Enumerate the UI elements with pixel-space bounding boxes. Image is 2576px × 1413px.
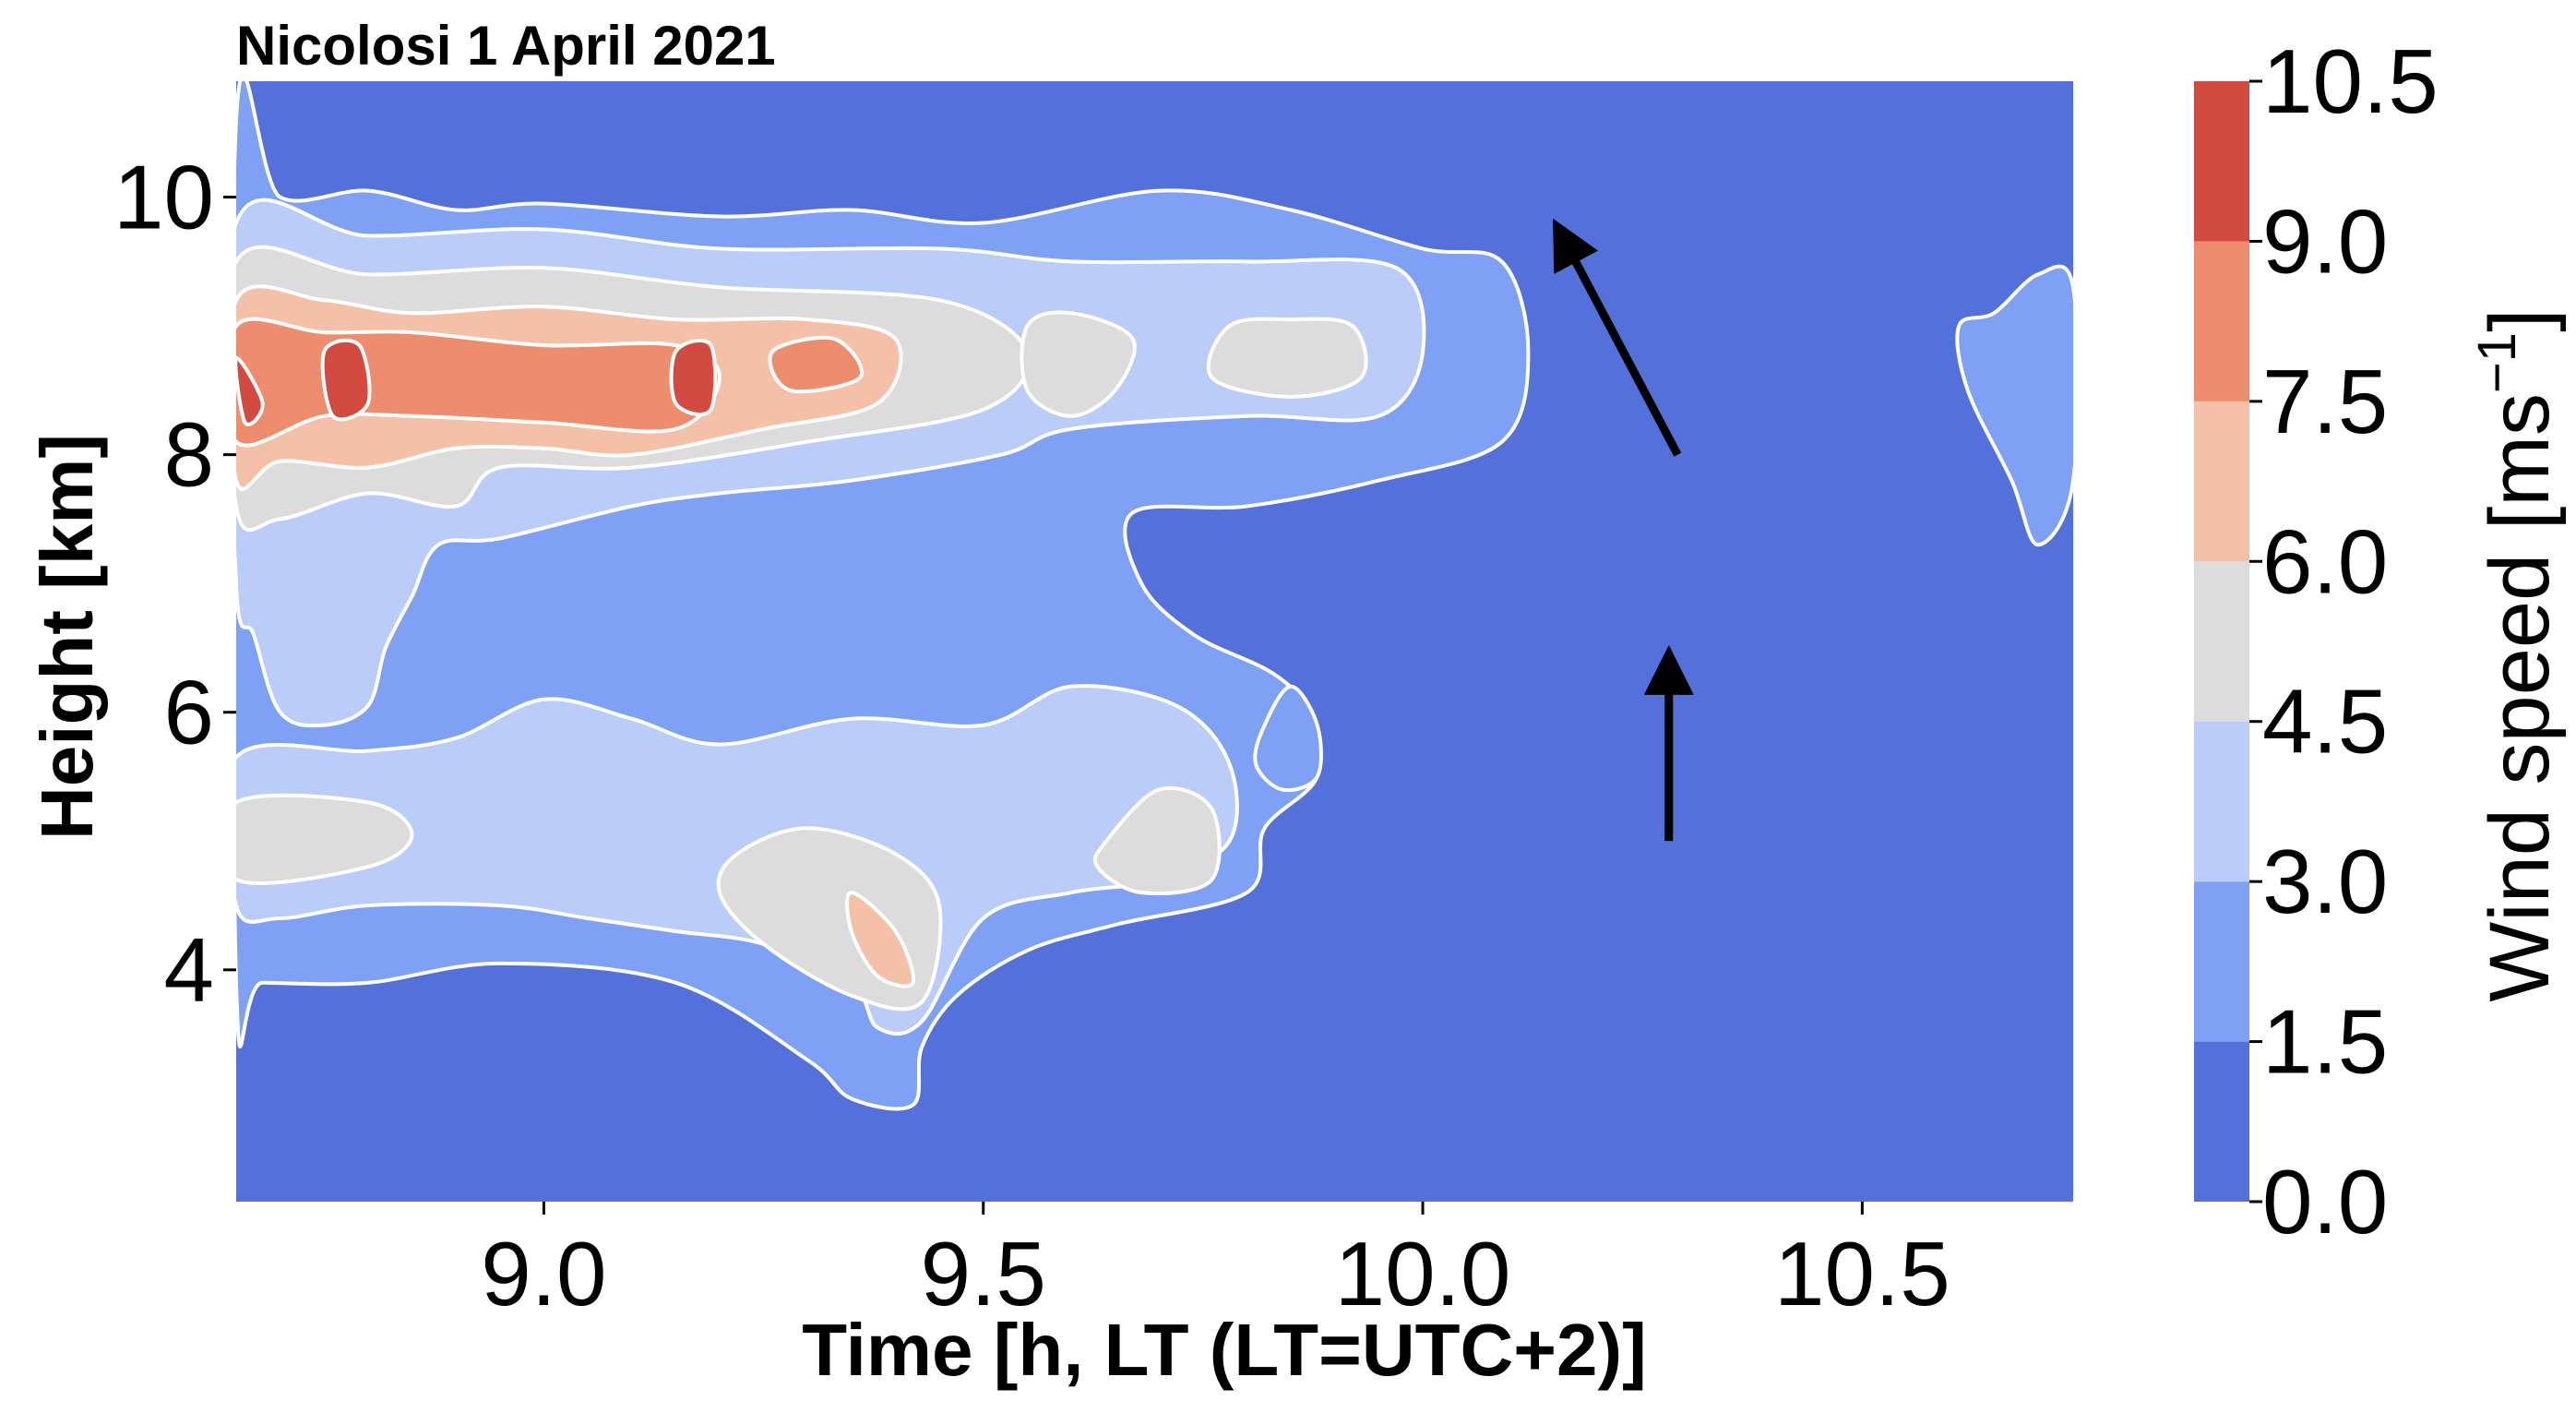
colorbar-tick-label: 4.5 <box>2262 671 2388 772</box>
y-tick-label: 8 <box>163 404 214 506</box>
y-tick-label: 6 <box>163 662 214 763</box>
colorbar: 0.0 1.5 3.0 4.5 6.0 7.5 9.0 10.5 <box>2194 30 2439 1252</box>
x-tick-label: 9.0 <box>481 1223 606 1324</box>
contour-band-7 <box>1206 317 1368 399</box>
colorbar-segment <box>2194 561 2249 722</box>
colorbar-segment <box>2194 1041 2249 1202</box>
colorbar-label: Wind speed [ms−1] <box>2467 308 2567 1001</box>
colorbar-segment <box>2194 401 2249 562</box>
colorbar-segment <box>2194 881 2249 1042</box>
chart-title: Nicolosi 1 April 2021 <box>236 15 776 77</box>
colorbar-tick-label: 9.0 <box>2262 190 2388 292</box>
colorbar-tick-label: 10.5 <box>2262 30 2439 132</box>
colorbar-tick-label: 1.5 <box>2262 991 2388 1093</box>
colorbar-segment <box>2194 81 2249 242</box>
contour-band-14 <box>768 335 865 394</box>
contour-band-8 <box>236 793 414 886</box>
y-tick-label: 10 <box>113 147 214 248</box>
colorbar-tick-label: 3.0 <box>2262 831 2388 932</box>
contour-band-2 <box>1253 684 1323 793</box>
contour-band-16 <box>320 338 372 422</box>
colorbar-tick-label: 0.0 <box>2262 1151 2388 1252</box>
contour-band-17 <box>669 338 718 416</box>
x-axis-label: Time [h, LT (LT=UTC+2)] <box>802 1309 1647 1391</box>
plot-area <box>236 81 2073 1202</box>
x-tick-label: 10.0 <box>1335 1223 1511 1324</box>
colorbar-tick-label: 7.5 <box>2262 351 2388 452</box>
annotation-layer <box>1552 218 1694 842</box>
x-tick-label: 10.5 <box>1774 1223 1950 1324</box>
x-axis: 9.0 9.5 10.0 10.5 <box>481 1202 1950 1324</box>
contour-band-10 <box>1092 785 1222 895</box>
contour-band-6 <box>1020 310 1137 418</box>
colorbar-segment <box>2194 241 2249 401</box>
colorbar-tick-label: 6.0 <box>2262 510 2388 612</box>
y-axis-label: Height [km] <box>26 434 108 840</box>
contour-band-1 <box>1955 264 2073 547</box>
colorbar-segment <box>2194 721 2249 882</box>
x-tick-label: 9.5 <box>921 1223 1046 1324</box>
contour-band-12 <box>845 891 916 988</box>
annotation-arrow-0 <box>1552 218 1682 457</box>
contour-band-15 <box>236 355 265 426</box>
y-axis: 4 6 8 10 <box>113 147 236 1021</box>
y-tick-label: 4 <box>163 919 214 1021</box>
